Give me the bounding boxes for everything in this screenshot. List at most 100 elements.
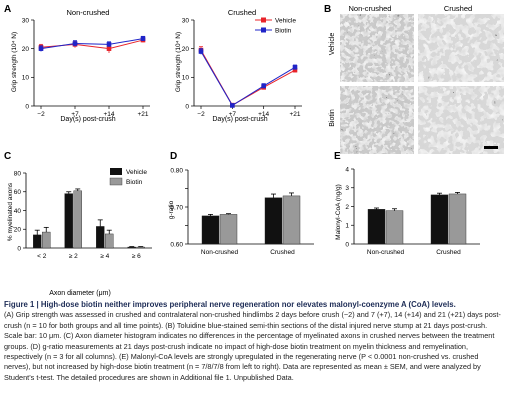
y-tick-label: 4 [345,166,349,173]
x-tick-label: −2 [37,111,45,118]
data-point-biotin [292,65,298,70]
chart-a-right: 0 10 20 30 −2 +7 +14 +21 [182,17,302,118]
legend-vehicle-label-c: Vehicle [126,169,147,176]
panel-letter-e: E [334,151,341,162]
bar-vehicle [430,194,449,245]
panel-a-ylabel-left: Grip strength (10⁴ N) [11,32,18,92]
x-tick-label: +21 [289,111,300,118]
micrograph-biotin-noncrushed [340,86,414,154]
y-tick-label: 0 [345,241,349,248]
panel-a-xlabel-left: Day(s) post-crush [60,116,115,123]
bar-vehicle [96,226,105,249]
panel-b-row-label-biotin: Biotin [329,109,336,127]
y-tick-label: 30 [182,17,190,24]
y-tick-label: 2 [345,204,349,211]
data-point-biotin [198,49,204,54]
legend-vehicle-swatch [110,168,122,175]
chart-d: 0.60 0.70 0.80 Non-crushed Crushed [170,167,314,256]
series-line-biotin [200,51,296,107]
x-tick-label: +7 [229,111,237,118]
bar-biotin [385,210,404,245]
data-point-vehicle [106,46,112,51]
x-tick-label: ≥ 6 [132,253,141,260]
bar-vehicle [127,246,136,249]
data-point-biotin [106,42,112,47]
y-tick-label: 30 [22,17,30,24]
y-tick-label: 0.80 [170,167,183,174]
legend-biotin-label: Biotin [275,28,292,35]
bar-vehicle [264,197,283,245]
series-line-vehicle [200,49,296,106]
x-tick-label: +7 [71,111,79,118]
chart-a-left: 0 10 20 30 −2 +7 +14 +21 [22,17,150,118]
bar-biotin [448,193,467,245]
y-tick-label: 40 [14,208,22,215]
data-point-biotin [38,46,44,51]
micrograph-biotin-crushed [418,86,504,154]
y-tick-label: 10 [22,75,30,82]
y-tick-label: 0.60 [170,241,183,248]
data-point-biotin [140,36,146,41]
micrograph-vehicle-crushed [418,14,504,82]
panel-b-row-label-vehicle: Vehicle [329,33,336,56]
x-tick-label: Non-crushed [367,249,405,256]
panel-a-legend: Vehicle Biotin [255,17,296,35]
chart-e: 0 1 2 3 4 Non-crushed Crushed [345,166,480,256]
data-point-biotin [261,83,266,89]
y-tick-label: 1 [345,223,349,230]
panel-a-right-title: Crushed [228,8,256,17]
x-tick-label: < 2 [37,253,47,260]
vehicle-marker-icon [261,17,266,23]
panel-letter-b: B [324,4,331,15]
bar-biotin [105,233,114,249]
y-tick-label: 10 [182,75,190,82]
panel-b-col-title-noncrushed: Non-crushed [349,4,392,13]
figure-caption: Figure 1 | High-dose biotin neither impr… [4,300,504,383]
y-tick-label: 20 [14,227,22,234]
x-tick-label: −2 [197,111,205,118]
y-tick-label: 0 [25,103,29,110]
y-tick-label: 0.70 [170,204,183,211]
x-tick-label: +14 [258,111,269,118]
bar-vehicle [33,234,42,249]
data-point-vehicle [292,67,298,73]
panel-letter-c: C [4,151,11,162]
bar-biotin [282,195,301,245]
bar-vehicle [64,193,73,249]
caption-title: Figure 1 | High-dose biotin neither impr… [4,300,456,309]
x-tick-label: ≥ 4 [100,253,109,260]
data-point-biotin [72,41,78,46]
caption-body: (A) Grip strength was assessed in crushe… [4,310,501,382]
micrograph-vehicle-noncrushed [340,14,414,82]
bar-vehicle [201,215,220,245]
x-tick-label: ≥ 2 [69,253,78,260]
panel-a-ylabel-right: Grip strength (10⁴ N) [175,32,182,92]
x-tick-label: Crushed [270,249,295,256]
panel-a-xlabel-right: Day(s) post-crush [212,116,267,123]
panel-letter-d: D [170,151,177,162]
x-tick-label: Non-crushed [201,249,239,256]
panel-c-ylabel: % myelinated axons [7,182,14,241]
x-tick-label: Crushed [436,249,461,256]
y-tick-label: 20 [182,46,190,53]
x-tick-label: +14 [103,111,114,118]
panel-e-ylabel: Malonyl-CoA (ng/g) [335,184,342,240]
bar-biotin [219,214,238,245]
scale-bar [484,146,498,149]
y-tick-label: 60 [14,189,22,196]
y-tick-label: 0 [17,245,21,252]
legend-vehicle-label: Vehicle [275,18,296,25]
x-tick-label: +21 [137,111,148,118]
bar-biotin [136,246,145,249]
y-tick-label: 3 [345,185,349,192]
biotin-marker-icon [261,27,266,33]
y-tick-label: 0 [185,103,189,110]
legend-biotin-label-c: Biotin [126,179,143,186]
panel-c-xlabel: Axon diameter (μm) [49,290,111,297]
bar-biotin [42,231,51,249]
panel-b-col-title-crushed: Crushed [444,4,472,13]
y-tick-label: 80 [14,170,22,177]
panel-d-ylabel: g-ratio [168,200,175,219]
bar-biotin [73,190,82,249]
